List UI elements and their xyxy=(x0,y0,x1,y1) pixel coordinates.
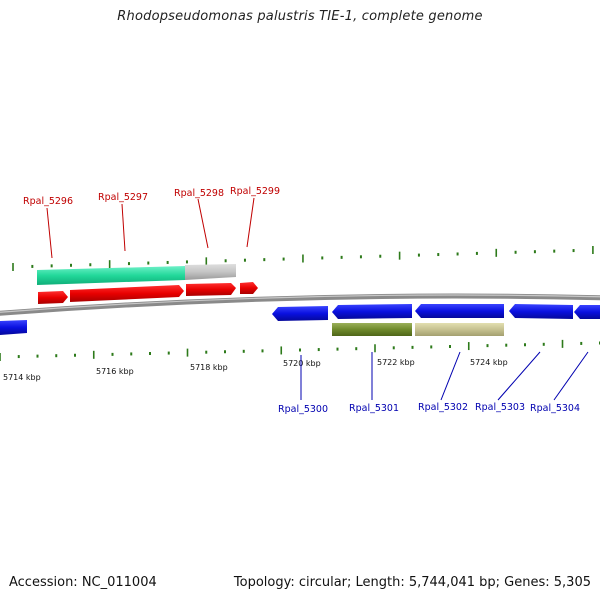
gene-arrow-rpal-5301[interactable] xyxy=(332,304,412,319)
scale-label-5718: 5718 kbp xyxy=(190,363,228,372)
gene-label-rpal-5296[interactable]: Rpal_5296 xyxy=(23,196,73,207)
tick-marks-lower xyxy=(0,339,600,361)
scale-labels: 5714 kbp 5716 kbp 5718 kbp 5720 kbp 5722… xyxy=(3,358,508,382)
forward-gene-track xyxy=(38,282,258,304)
gene-arrow-rpal-5296[interactable] xyxy=(38,291,68,304)
forward-gene-labels xyxy=(46,197,255,259)
scale-label-5716: 5716 kbp xyxy=(96,367,134,376)
genome-title: Rhodopseudomonas palustris TIE-1, comple… xyxy=(117,9,483,24)
gene-arrow-left-edge[interactable] xyxy=(0,320,27,335)
gene-arrow-rpal-5304[interactable] xyxy=(574,305,600,319)
genome-summary: Topology: circular; Length: 5,744,041 bp… xyxy=(233,575,591,590)
gene-label-rpal-5303[interactable]: Rpal_5303 xyxy=(475,402,525,413)
feature-bar-grey xyxy=(185,264,236,280)
scale-label-5720: 5720 kbp xyxy=(283,359,321,368)
gene-arrow-rpal-5302[interactable] xyxy=(415,304,504,318)
feature-bar-khaki xyxy=(415,323,504,336)
genome-backbone xyxy=(0,293,600,316)
gene-label-rpal-5297[interactable]: Rpal_5297 xyxy=(98,192,148,203)
feature-bar-teal xyxy=(37,266,185,285)
scale-label-5714: 5714 kbp xyxy=(3,373,41,382)
leader-line-rpal-5304 xyxy=(553,351,589,401)
reverse-gene-labels xyxy=(300,351,589,401)
scale-label-5722: 5722 kbp xyxy=(377,358,415,367)
gene-arrow-rpal-5299[interactable] xyxy=(240,282,258,294)
gene-label-rpal-5299[interactable]: Rpal_5299 xyxy=(230,186,280,197)
leader-line-rpal-5302 xyxy=(440,351,461,401)
genome-backbone-highlight xyxy=(0,294,600,313)
scale-label-5724: 5724 kbp xyxy=(470,358,508,367)
gene-arrow-rpal-5300[interactable] xyxy=(272,306,328,321)
tick-marks-upper xyxy=(12,246,594,271)
accession-label: Accession: NC_011004 xyxy=(9,575,157,590)
gene-label-rpal-5298[interactable]: Rpal_5298 xyxy=(174,188,224,199)
gene-arrow-rpal-5298[interactable] xyxy=(186,283,236,296)
leader-line-rpal-5298 xyxy=(197,198,209,249)
feature-bar-olive xyxy=(332,323,412,336)
gene-label-rpal-5301[interactable]: Rpal_5301 xyxy=(349,403,399,414)
gene-arrow-rpal-5303[interactable] xyxy=(509,304,573,319)
leader-line-rpal-5297 xyxy=(121,203,126,252)
reverse-gene-track xyxy=(0,304,600,335)
leader-line-rpal-5296 xyxy=(46,207,53,259)
gene-arrow-rpal-5297[interactable] xyxy=(70,285,184,302)
gene-label-rpal-5304[interactable]: Rpal_5304 xyxy=(530,403,580,414)
leader-line-rpal-5299 xyxy=(246,197,255,248)
leader-line-rpal-5303 xyxy=(497,351,541,401)
gene-label-rpal-5300[interactable]: Rpal_5300 xyxy=(278,404,328,415)
gene-label-rpal-5302[interactable]: Rpal_5302 xyxy=(418,402,468,413)
